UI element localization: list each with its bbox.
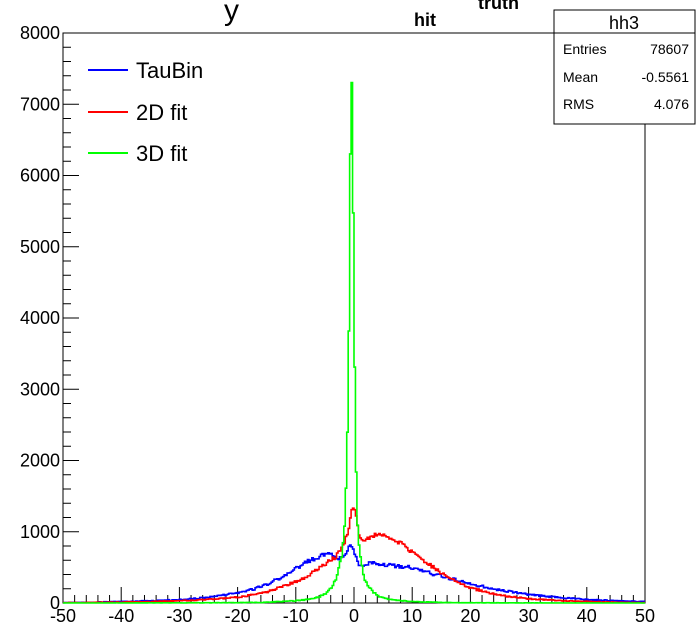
stats-box-frame — [553, 9, 696, 125]
stats-entries-label: Entries — [563, 41, 607, 57]
y-tick-label: 6000 — [20, 166, 60, 186]
title-sub-hit: hit — [414, 10, 436, 30]
series-line-2d-fit — [63, 507, 645, 604]
x-tick-label: -10 — [283, 606, 309, 625]
y-tick-label: 1000 — [20, 522, 60, 542]
stats-entries-value: 78607 — [650, 41, 689, 57]
stats-rms-label: RMS — [563, 96, 594, 112]
series-group — [63, 81, 645, 604]
legend-label-taubin: TauBin — [136, 58, 203, 83]
stats-mean-value: -0.5561 — [642, 69, 690, 85]
y-tick-label: 0 — [50, 593, 60, 613]
legend-label-3dfit: 3D fit — [136, 141, 187, 166]
y-tick-label: 7000 — [20, 94, 60, 114]
stats-box: hh3 Entries 78607 Mean -0.5561 RMS 4.076 — [553, 9, 696, 125]
x-tick-label: 10 — [402, 606, 422, 625]
x-tick-label: -40 — [108, 606, 134, 625]
legend-label-2dfit: 2D fit — [136, 100, 187, 125]
stats-mean-label: Mean — [563, 69, 598, 85]
x-tick-label: 40 — [577, 606, 597, 625]
y-tick-label: 8000 — [20, 23, 60, 43]
x-tick-label: 20 — [460, 606, 480, 625]
stats-title: hh3 — [609, 13, 639, 33]
stats-rms-value: 4.076 — [654, 96, 689, 112]
legend: TauBin 2D fit 3D fit — [88, 58, 203, 166]
x-tick-label: 0 — [349, 606, 359, 625]
x-tick-label: -30 — [166, 606, 192, 625]
y-tick-label: 4000 — [20, 308, 60, 328]
x-tick-label: -20 — [225, 606, 251, 625]
y-tick-label: 2000 — [20, 451, 60, 471]
title-main: y — [224, 0, 239, 27]
x-tick-label: -50 — [50, 606, 76, 625]
title-sub-truth: truth — [478, 0, 519, 13]
y-tick-label: 5000 — [20, 237, 60, 257]
x-tick-label: 50 — [635, 606, 655, 625]
chart-title: y hit truth — [224, 0, 519, 30]
x-tick-label: 30 — [519, 606, 539, 625]
series-line-3d-fit — [63, 81, 645, 604]
y-tick-label: 3000 — [20, 379, 60, 399]
